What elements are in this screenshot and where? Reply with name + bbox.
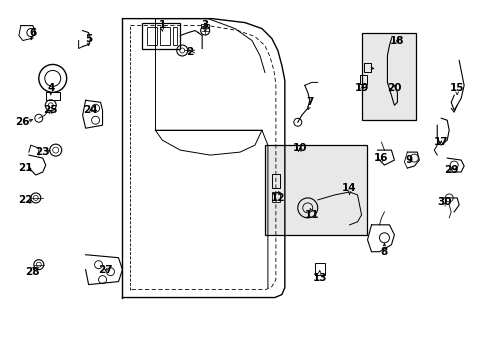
Text: 14: 14 bbox=[342, 183, 356, 193]
Text: 23: 23 bbox=[36, 147, 50, 157]
Text: 1: 1 bbox=[159, 19, 165, 30]
Text: 18: 18 bbox=[389, 36, 404, 46]
Bar bbox=[363, 63, 370, 72]
Bar bbox=[314, 263, 324, 275]
Bar bbox=[173, 27, 177, 45]
Bar bbox=[264, 145, 366, 235]
Bar bbox=[142, 23, 180, 49]
Text: 30: 30 bbox=[436, 197, 450, 207]
Bar bbox=[147, 27, 157, 45]
Text: 4: 4 bbox=[47, 84, 54, 93]
Text: 29: 29 bbox=[443, 165, 457, 175]
Text: 17: 17 bbox=[433, 137, 447, 147]
Text: 15: 15 bbox=[449, 84, 464, 93]
Bar bbox=[271, 174, 279, 188]
Text: 24: 24 bbox=[83, 105, 98, 115]
Bar bbox=[201, 24, 209, 28]
Text: 22: 22 bbox=[19, 195, 33, 205]
Text: 28: 28 bbox=[25, 267, 40, 276]
Text: 5: 5 bbox=[85, 33, 92, 44]
Text: 26: 26 bbox=[16, 117, 30, 127]
Text: 2: 2 bbox=[186, 48, 193, 58]
Text: 27: 27 bbox=[98, 265, 113, 275]
Bar bbox=[359, 75, 366, 84]
Text: 16: 16 bbox=[373, 153, 388, 163]
Text: 19: 19 bbox=[354, 84, 368, 93]
Bar bbox=[271, 192, 279, 202]
Text: 3: 3 bbox=[201, 19, 208, 30]
Text: 12: 12 bbox=[270, 193, 285, 203]
Bar bbox=[160, 27, 170, 45]
Text: 11: 11 bbox=[304, 210, 318, 220]
Text: 8: 8 bbox=[380, 247, 387, 257]
Bar bbox=[361, 32, 415, 120]
Text: 13: 13 bbox=[312, 273, 326, 283]
Text: 9: 9 bbox=[405, 155, 412, 165]
Text: 20: 20 bbox=[386, 84, 401, 93]
Text: 7: 7 bbox=[305, 97, 313, 107]
Text: 10: 10 bbox=[292, 143, 306, 153]
Text: 25: 25 bbox=[43, 105, 58, 115]
Text: 21: 21 bbox=[19, 163, 33, 173]
Text: 6: 6 bbox=[29, 28, 37, 37]
